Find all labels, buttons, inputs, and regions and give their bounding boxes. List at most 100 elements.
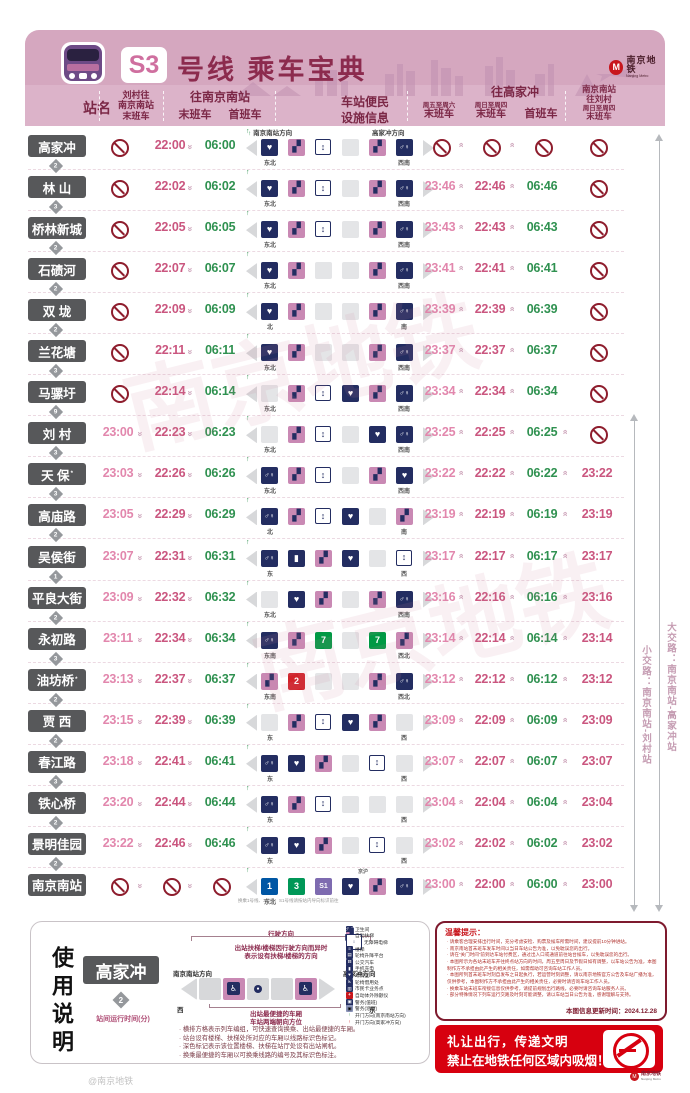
fac-icon-esc: ▞ bbox=[288, 795, 305, 813]
platform-direction-left: 东北 bbox=[263, 407, 276, 414]
arrowhead-icon bbox=[655, 905, 663, 912]
legend-label: 卫生间 bbox=[355, 926, 370, 933]
fac-icon-heart: ♥ bbox=[288, 590, 305, 608]
time-cell: 06:31 bbox=[204, 548, 236, 563]
fac-icon-blank bbox=[342, 467, 359, 485]
legend-icon-card: ▥ bbox=[346, 985, 353, 993]
fac-icon-esc: ▞ bbox=[288, 221, 305, 239]
chevron-separator-icon: » bbox=[559, 678, 570, 682]
diagram-dir-right: 高家冲方向 bbox=[343, 971, 376, 978]
tip-line: · 请乘客合理安排出行时间，充分考虑安检、购票及候车所需时间，建议提前10分钟进… bbox=[447, 939, 630, 944]
direction-label-text: 南京南站方向 bbox=[253, 130, 293, 137]
time-cell: 22:09 bbox=[474, 712, 506, 727]
facility-cap-left bbox=[246, 509, 257, 526]
platform-direction-left: 东北 bbox=[263, 899, 276, 906]
time-cell: 06:02 bbox=[526, 835, 558, 850]
time-cell: 06:37 bbox=[204, 671, 236, 686]
door-direction-icon: ↑ bbox=[246, 169, 250, 177]
no-service-icon bbox=[590, 344, 608, 363]
time-cell: 23:04 bbox=[424, 794, 456, 809]
time-cell: 22:07 bbox=[154, 261, 186, 276]
time-cell: 06:05 bbox=[204, 220, 236, 235]
chevron-separator-icon: » bbox=[559, 760, 570, 764]
time-cell: 06:25 bbox=[526, 425, 558, 440]
fac-icon-blank bbox=[342, 344, 359, 362]
fac-icon-esc: ▞ bbox=[288, 631, 305, 649]
colhead-separator bbox=[565, 91, 566, 121]
colhead-frisat-last: 周五至周六 末班车 bbox=[411, 102, 467, 121]
time-cell: 23:02 bbox=[424, 835, 456, 850]
station-row: 马骡圩 9 22:14» 06:14 ▞ ↕ ♥ ▞ ♂♀ ↑ 东北 西南 23:34» 22:34» 06… bbox=[28, 374, 624, 420]
fac-icon-blank bbox=[261, 590, 278, 608]
door-direction-icon: ↑ bbox=[246, 743, 250, 751]
tip-line: · 南京南站首末班车发车时间以当日车站公告为准，以免耽误您的出行。 bbox=[447, 945, 593, 951]
colhead-line: 刘村往 bbox=[122, 90, 150, 100]
time-cell: 23:20 bbox=[102, 794, 134, 809]
time-cell: 23:16 bbox=[424, 589, 456, 604]
chevron-separator-icon: » bbox=[559, 554, 570, 559]
fac-icon-blank bbox=[342, 795, 359, 813]
chevron-separator-icon: » bbox=[559, 842, 570, 846]
facility-cap-left bbox=[246, 632, 257, 649]
station-row: 天 保 * 3 23:03» 22:26» 06:26 ♂♀ ▞ ↕ ▞ ♥ ↑ 东北 西南 23:22» 2… bbox=[28, 456, 624, 502]
direction-label-right: 高家冲方向 bbox=[372, 127, 405, 137]
facility-cap-left bbox=[246, 181, 257, 198]
door-direction-icon: ↑ bbox=[246, 497, 250, 505]
door-direction-icon: ↑ bbox=[246, 374, 250, 382]
time-cell: 22:41 bbox=[154, 753, 186, 768]
legend-label: 自动扶梯 bbox=[355, 933, 375, 940]
tip-line: · 部分特殊情况下列车运行交路及时刻可能调整，请以车站当日公告为准，感谢理解与支… bbox=[447, 992, 634, 998]
chevron-separator-icon: » bbox=[559, 513, 570, 517]
facility-cap-right bbox=[423, 468, 434, 485]
colhead-line: 南京南站 bbox=[117, 100, 154, 111]
station-name: 吴侯街 bbox=[28, 545, 86, 568]
car bbox=[199, 978, 221, 1000]
no-smoking-banner: 礼让出行，传递文明 禁止在地铁任何区域内吸烟！ bbox=[435, 1025, 663, 1073]
colhead-line: 末班车 bbox=[586, 111, 612, 121]
no-service-icon bbox=[111, 385, 129, 404]
facility-cap-left bbox=[246, 427, 257, 444]
legend-label: 轮椅升降平台 bbox=[355, 953, 384, 960]
short-route-label: 小交路：南京南站-刘村站 bbox=[640, 645, 651, 765]
station-name: 贾 西 bbox=[28, 709, 86, 732]
wheelchair-icon: ♿ bbox=[299, 982, 312, 995]
facility-cap-right bbox=[423, 755, 434, 772]
station-name: 桥林新城 bbox=[28, 217, 86, 240]
fac-icon-wc: ♂♀ bbox=[396, 672, 413, 690]
chevron-separator-icon: » bbox=[135, 883, 146, 887]
fac-icon-esc: ▞ bbox=[315, 549, 332, 567]
station-name: 马骡圩 bbox=[28, 381, 86, 404]
time-cell: 22:02 bbox=[154, 179, 186, 194]
station-name: 林 山 bbox=[28, 176, 86, 199]
platform-direction-left: 北 bbox=[266, 325, 273, 332]
line-badge: S3 bbox=[121, 47, 167, 83]
fac-icon-elev: ↕ bbox=[315, 795, 331, 812]
time-cell: 06:34 bbox=[526, 384, 558, 399]
station-row: 景明佳园 2 23:22» 22:46» 06:46 ♂♀ ♥ ▞ ↕ ↑ 东西 23:02» 22:0… bbox=[28, 826, 624, 871]
chevron-separator-icon: » bbox=[185, 883, 196, 887]
fac-icon-elev: ↕ bbox=[315, 139, 331, 155]
time-cell: 06:12 bbox=[526, 671, 558, 686]
door-direction-icon: ↑ bbox=[246, 415, 250, 423]
tips-title: 温馨提示： bbox=[445, 928, 485, 937]
fac-icon-esc: ▞ bbox=[288, 467, 305, 485]
station-row: 油坊桥 * 2 23:13» 22:37» 06:37 ▞ 2 ▞ ♂♀ ↑ 东南 西北 23:12» 22… bbox=[28, 662, 624, 707]
logo-en: Nanjing Metro bbox=[641, 1076, 661, 1081]
time-cell: 23:03 bbox=[102, 466, 134, 481]
chevron-separator-icon: » bbox=[559, 883, 570, 887]
colhead-nanjingsouth-to-liucun: 南京南站 往刘村 周日至周四 末班车 bbox=[569, 84, 629, 122]
no-service-icon bbox=[163, 877, 181, 896]
fac-icon-wc: ♂♀ bbox=[261, 508, 278, 526]
facility-cap-right bbox=[423, 591, 434, 608]
time-cell: 22:31 bbox=[154, 548, 186, 563]
station-name: 油坊桥 * bbox=[28, 668, 86, 691]
time-cell: 23:04 bbox=[581, 794, 613, 809]
time-cell: 23:18 bbox=[102, 753, 134, 768]
legend-item: ♥ 母婴室 bbox=[346, 972, 426, 980]
fac-icon-blank bbox=[261, 713, 278, 731]
time-cell: 06:37 bbox=[526, 343, 558, 358]
time-cell: 22:46 bbox=[154, 835, 186, 850]
legend-item: ▞自动扶梯 bbox=[345, 930, 426, 941]
fac-icon-wc: ♂♀ bbox=[396, 139, 413, 156]
car bbox=[271, 978, 293, 1000]
